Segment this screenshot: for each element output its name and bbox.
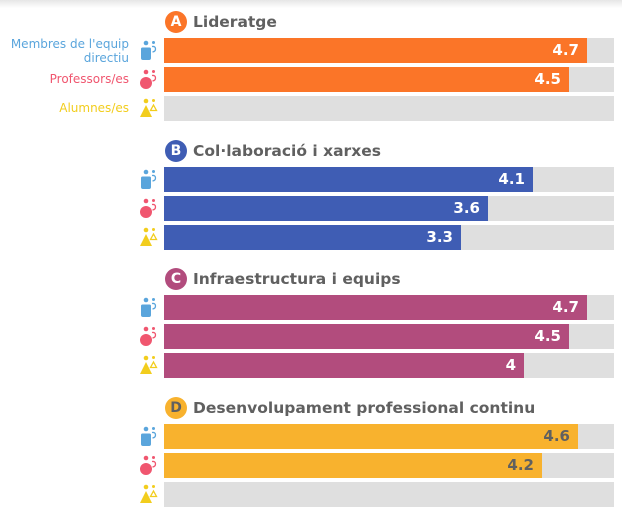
bar: 3.6 (164, 196, 488, 221)
bar-row: 4.1 (0, 167, 622, 192)
section-d: D Desenvolupament professional continu 4.6… (0, 397, 622, 522)
bar-row: Professors/es 4.5 (0, 67, 622, 92)
bar: 3.3 (164, 225, 461, 250)
teacher-icon (139, 455, 161, 477)
bar-track: 4.5 (164, 67, 614, 92)
bar-track: 4 (164, 353, 614, 378)
teacher-icon (139, 326, 161, 348)
bar-track: 4.5 (164, 324, 614, 349)
bar-value-label: 4.7 (552, 41, 579, 59)
bar-value-label: 4 (505, 356, 516, 374)
bar-track: 4.2 (164, 453, 614, 478)
section-badge-b: B (165, 140, 187, 162)
bar-row (0, 482, 622, 507)
bar-row: 4.2 (0, 453, 622, 478)
section-badge-a: A (165, 11, 187, 33)
bar-row: 4.7 (0, 295, 622, 320)
bar-track (164, 482, 614, 507)
bar-value-label: 4.7 (552, 298, 579, 316)
bar: 4.7 (164, 295, 587, 320)
section-title: Infraestructura i equips (193, 270, 401, 288)
section-badge-d: D (165, 397, 187, 419)
bar-value-label: 3.6 (453, 199, 480, 217)
student-icon (139, 355, 161, 377)
bar-track: 4.6 (164, 424, 614, 449)
bar-track: 4.1 (164, 167, 614, 192)
bar-value-label: 4.2 (507, 456, 534, 474)
group-label-line: directiu (83, 51, 129, 65)
bar-row: Membres de l'equip directiu 4.7 (0, 37, 622, 65)
bar: 4 (164, 353, 524, 378)
student-icon (139, 98, 161, 120)
bar-value-label: 4.6 (543, 427, 570, 445)
bar-row: 4 (0, 353, 622, 378)
section-c: C Infraestructura i equips 4.7 4.5 4 (0, 268, 622, 393)
section-badge-c: C (165, 268, 187, 290)
bar: 4.5 (164, 324, 569, 349)
section-title: Col·laboració i xarxes (193, 142, 381, 160)
section-header: D Desenvolupament professional continu (165, 397, 535, 419)
staff-icon (139, 297, 161, 319)
bar: 4.7 (164, 38, 587, 63)
bar-track: 3.3 (164, 225, 614, 250)
bar-row: 4.6 (0, 424, 622, 449)
teacher-icon (139, 198, 161, 220)
bar-value-label: 4.5 (534, 327, 561, 345)
bar: 4.2 (164, 453, 542, 478)
bar-row: 3.6 (0, 196, 622, 221)
student-icon (139, 227, 161, 249)
group-label: Alumnes/es (59, 101, 129, 115)
staff-icon (139, 426, 161, 448)
bar: 4.6 (164, 424, 578, 449)
section-title: Desenvolupament professional continu (193, 399, 536, 417)
bar-row: 4.5 (0, 324, 622, 349)
teacher-icon (139, 69, 161, 91)
section-a: A Lideratge Membres de l'equip directiu 4.7 P… (0, 11, 622, 136)
student-icon (139, 484, 161, 506)
bar: 4.5 (164, 67, 569, 92)
bar-track (164, 96, 614, 121)
section-header: B Col·laboració i xarxes (165, 140, 381, 162)
bar-row: Alumnes/es (0, 96, 622, 121)
section-header: C Infraestructura i equips (165, 268, 401, 290)
bar-row: 3.3 (0, 225, 622, 250)
group-label-line: Membres de l'equip (10, 37, 129, 51)
group-label: Membres de l'equip directiu (11, 37, 129, 65)
staff-icon (139, 169, 161, 191)
section-title: Lideratge (193, 13, 277, 31)
bar-track: 4.7 (164, 38, 614, 63)
bar-track: 3.6 (164, 196, 614, 221)
section-header: A Lideratge (165, 11, 277, 33)
top-shadow (0, 0, 622, 8)
bar-value-label: 4.1 (498, 170, 525, 188)
bar-value-label: 3.3 (426, 228, 453, 246)
bar: 4.1 (164, 167, 533, 192)
bar-track: 4.7 (164, 295, 614, 320)
section-b: B Col·laboració i xarxes 4.1 3.6 3.3 (0, 140, 622, 265)
bar-value-label: 4.5 (534, 70, 561, 88)
group-label: Professors/es (49, 72, 129, 86)
staff-icon (139, 40, 161, 62)
